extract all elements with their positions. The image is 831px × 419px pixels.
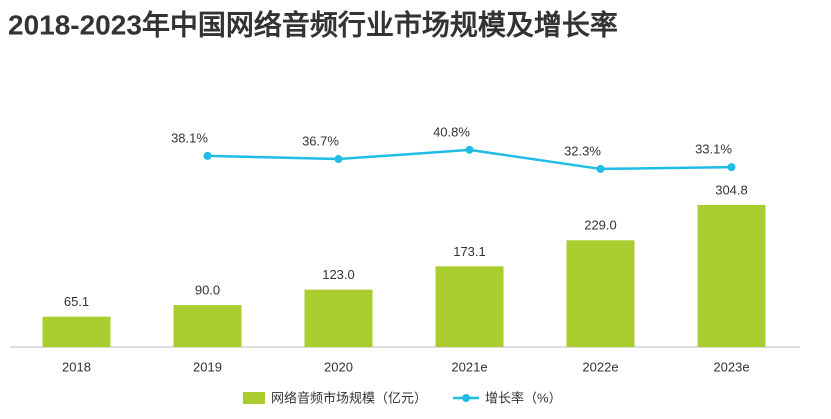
bar: [566, 240, 635, 347]
legend-label: 增长率（%）: [485, 390, 562, 405]
bar-value-label: 304.8: [715, 182, 748, 197]
bar: [697, 204, 766, 347]
line-marker: [727, 163, 736, 172]
line-value-label: 36.7%: [302, 133, 339, 148]
x-tick-label: 2018: [62, 359, 91, 374]
legend-swatch: [462, 394, 471, 402]
line-marker: [203, 151, 212, 160]
line-value-label: 40.8%: [433, 124, 470, 139]
chart-title: 2018-2023年中国网络音频行业市场规模及增长率: [8, 8, 618, 40]
line-value-label: 33.1%: [695, 142, 732, 157]
line-value-label: 38.1%: [171, 130, 208, 145]
bar: [435, 266, 504, 347]
bar: [304, 289, 373, 347]
bar: [173, 305, 242, 347]
x-tick-label: 2019: [193, 359, 222, 374]
bar-value-label: 229.0: [584, 218, 617, 233]
bar-value-label: 65.1: [64, 294, 89, 309]
x-tick-label: 2020: [324, 359, 353, 374]
line-marker: [465, 145, 474, 154]
x-tick-label: 2023e: [713, 359, 749, 374]
line-marker: [334, 155, 343, 164]
bar-value-label: 123.0: [322, 267, 355, 282]
x-tick-label: 2022e: [582, 359, 618, 374]
legend-label: 网络音频市场规模（亿元）: [271, 390, 427, 405]
line-value-label: 32.3%: [564, 143, 601, 158]
bar: [42, 316, 111, 347]
x-tick-label: 2021e: [451, 359, 487, 374]
legend-swatch: [243, 392, 265, 404]
bar-value-label: 90.0: [195, 282, 220, 297]
line-marker: [596, 164, 605, 173]
bar-value-label: 173.1: [453, 244, 486, 259]
